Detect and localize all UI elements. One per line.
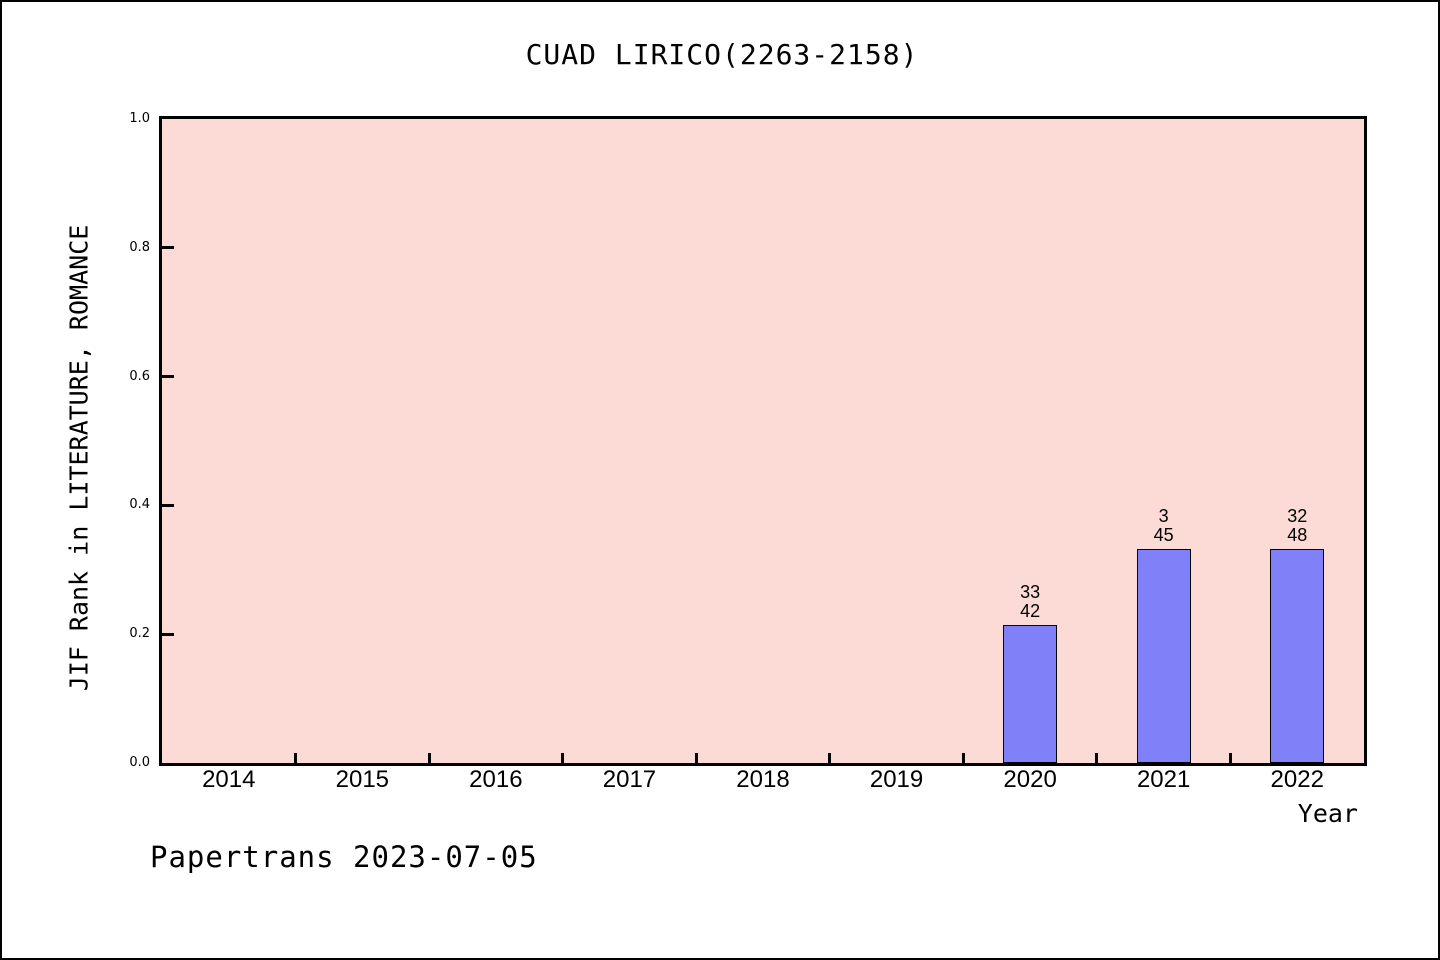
y-tick-label: 0.2 bbox=[129, 626, 150, 642]
x-tick-mark bbox=[294, 753, 298, 763]
bar-label-2022: 32 48 bbox=[1287, 507, 1307, 545]
y-tick-mark bbox=[162, 375, 174, 379]
bar-label-line: 45 bbox=[1153, 525, 1174, 545]
bar-label-2020: 33 42 bbox=[1020, 583, 1040, 621]
x-tick-mark bbox=[828, 753, 832, 763]
x-tick-label: 2018 bbox=[736, 766, 790, 793]
y-tick-label: 1.0 bbox=[129, 111, 150, 126]
x-tick-label: 2019 bbox=[869, 766, 924, 793]
plot-area: 33 42 3 45 32 48 bbox=[159, 116, 1367, 766]
x-tick-mark bbox=[694, 753, 698, 763]
watermark-text: Papertrans 2023-07-05 bbox=[150, 840, 538, 874]
x-tick-label: 2015 bbox=[335, 766, 390, 793]
x-tick-label: 2016 bbox=[469, 766, 523, 793]
y-tick-label: 0.6 bbox=[129, 368, 150, 384]
bar-label-line: 48 bbox=[1287, 525, 1308, 545]
bar-2022 bbox=[1270, 549, 1325, 763]
x-tick-mark bbox=[961, 753, 965, 763]
x-tick-mark bbox=[427, 753, 431, 763]
x-tick-label: 2021 bbox=[1136, 766, 1191, 793]
y-tick-label: 0.4 bbox=[129, 497, 150, 513]
x-tick-mark bbox=[561, 753, 565, 763]
chart-title: CUAD LIRICO(2263-2158) bbox=[525, 38, 919, 71]
bar-label-line: 32 bbox=[1287, 506, 1308, 526]
bar-label-line: 33 bbox=[1020, 582, 1041, 602]
y-tick-mark bbox=[162, 246, 174, 250]
x-tick-label: 2022 bbox=[1270, 766, 1324, 793]
bar-label-line: 42 bbox=[1020, 601, 1041, 621]
y-tick-mark bbox=[162, 632, 174, 636]
y-tick-mark bbox=[162, 503, 174, 507]
x-tick-label: 2020 bbox=[1003, 766, 1057, 793]
x-axis-label: Year bbox=[1297, 799, 1358, 828]
y-tick-label: 0.0 bbox=[129, 755, 150, 770]
bar-label-2021: 3 45 bbox=[1154, 507, 1174, 545]
bar-2021 bbox=[1136, 549, 1191, 763]
x-tick-label: 2017 bbox=[602, 766, 657, 793]
x-tick-mark bbox=[1228, 753, 1232, 763]
x-tick-mark bbox=[1095, 753, 1099, 763]
y-axis-label: JIF Rank in LITERATURE, ROMANCE bbox=[64, 224, 94, 692]
x-tick-label: 2014 bbox=[202, 766, 256, 793]
bar-2020 bbox=[1003, 625, 1058, 763]
bar-label-line: 3 bbox=[1158, 506, 1169, 526]
y-tick-label: 0.8 bbox=[129, 239, 150, 255]
